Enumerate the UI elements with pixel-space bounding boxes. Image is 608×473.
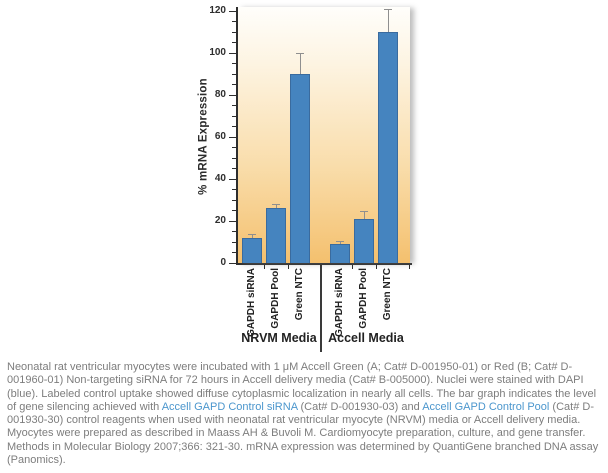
caption-link[interactable]: Accell GAPD Control Pool (422, 400, 550, 413)
error-bar (388, 8, 389, 32)
bar (378, 32, 398, 263)
y-tick (232, 147, 236, 148)
y-tick-label: 80 (214, 89, 226, 100)
error-bar-cap (296, 53, 304, 54)
error-bar-cap (248, 233, 256, 235)
y-tick (232, 31, 236, 33)
x-tick (352, 265, 353, 269)
y-tick (229, 178, 236, 180)
y-tick (232, 231, 236, 232)
y-tick (232, 157, 236, 159)
y-tick (232, 84, 236, 85)
y-tick-label: 60 (214, 131, 226, 142)
y-tick (232, 115, 236, 117)
y-tick (229, 10, 236, 12)
y-tick (229, 136, 236, 138)
bar (242, 237, 262, 263)
bar (330, 244, 350, 263)
category-label: GAPDH Pool (270, 268, 281, 329)
x-tick (288, 265, 289, 269)
y-tick-label: 40 (214, 173, 226, 184)
category-label: Green NTC (294, 268, 305, 321)
y-tick (229, 262, 236, 264)
caption-text: (Cat# D-001930-30) control reagents when… (7, 400, 599, 467)
y-tick (232, 21, 236, 22)
y-axis-line (236, 7, 238, 265)
y-tick (232, 210, 236, 211)
error-bar-cap (272, 204, 280, 206)
error-bar (364, 210, 365, 219)
error-bar-cap (384, 8, 392, 10)
group-label: Accell Media (328, 331, 404, 345)
error-bar (340, 240, 341, 245)
x-tick (376, 265, 377, 269)
y-tick (232, 105, 236, 106)
y-tick (232, 63, 236, 64)
x-axis-line (236, 263, 412, 265)
error-bar (300, 53, 301, 74)
group-divider-line (320, 265, 322, 352)
bar (266, 208, 286, 263)
x-tick (264, 265, 265, 269)
error-bar-cap (360, 210, 368, 212)
y-tick-label: 0 (220, 257, 226, 268)
x-tick (409, 265, 410, 269)
plot-area: 0 20 40 60 80 100 120 (209, 5, 410, 268)
category-label: GAPDH siRNA (246, 268, 257, 337)
y-tick (232, 73, 236, 75)
y-tick-label: 20 (214, 215, 226, 226)
y-tick (232, 199, 236, 201)
figure-caption: Neonatal rat ventricular myocytes were i… (7, 361, 602, 467)
bar (354, 218, 374, 263)
y-tick (232, 189, 236, 190)
category-label: Green NTC (382, 268, 393, 321)
y-tick-label: 100 (209, 47, 226, 58)
bar (290, 74, 310, 263)
category-label: GAPDH siRNA (334, 268, 345, 337)
caption-text: (Cat# D-001930-03) and (297, 400, 423, 413)
group-label: NRVM Media (241, 331, 317, 345)
y-tick (232, 252, 236, 253)
y-tick-label: 120 (209, 5, 226, 16)
y-tick (232, 42, 236, 43)
y-tick (232, 168, 236, 169)
caption-link[interactable]: Accell GAPD Control siRNA (161, 400, 298, 413)
y-tick (232, 241, 236, 243)
error-bar (252, 233, 253, 238)
y-tick (229, 52, 236, 54)
y-tick (229, 220, 236, 222)
y-tick (229, 94, 236, 96)
caption-text: Neonatal rat ventricular myocytes were i… (7, 361, 597, 413)
error-bar (276, 204, 277, 209)
error-bar-cap (336, 240, 344, 242)
y-tick (232, 126, 236, 127)
category-label: GAPDH Pool (358, 268, 369, 329)
